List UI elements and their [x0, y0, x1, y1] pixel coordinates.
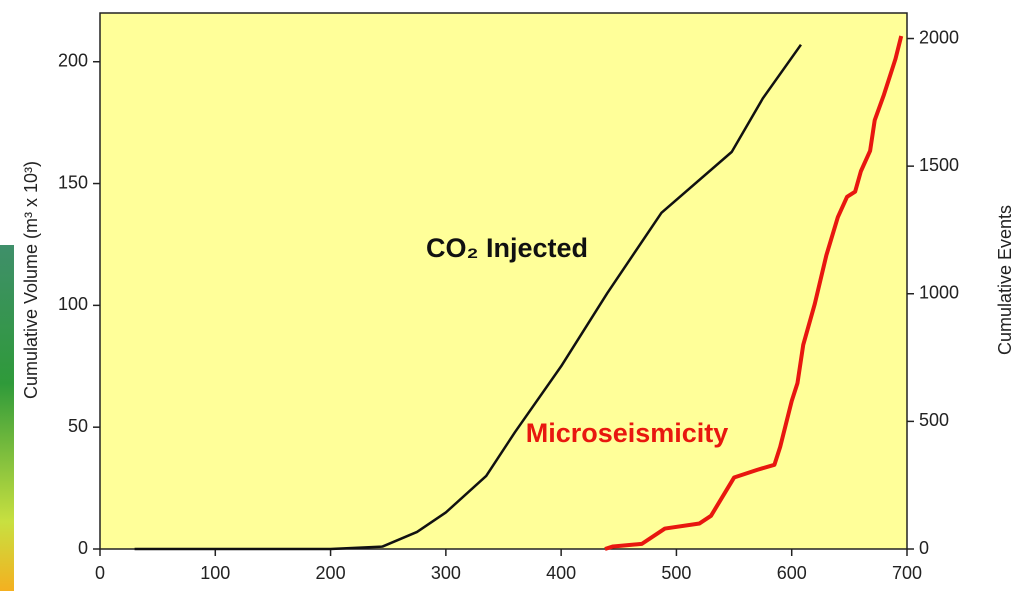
annotation: Microseismicity	[526, 418, 729, 448]
x-tick-label: 200	[316, 563, 346, 583]
x-tick-label: 600	[777, 563, 807, 583]
x-tick-label: 500	[661, 563, 691, 583]
y2-tick-label: 500	[919, 410, 949, 430]
y-tick-label: 50	[68, 416, 88, 436]
y-tick-label: 200	[58, 50, 88, 70]
y2-axis-label: Cumulative Events	[995, 205, 1015, 355]
y-axis-label: Cumulative Volume (m³ x 10³)	[21, 161, 41, 399]
y-tick-label: 150	[58, 172, 88, 192]
y2-tick-label: 0	[919, 538, 929, 558]
line	[134, 43, 802, 551]
x-tick-label: 300	[431, 563, 461, 583]
y-tick-label: 100	[58, 294, 88, 314]
y2-tick-label: 1000	[919, 283, 959, 303]
x-tick-label: 700	[892, 563, 922, 583]
plot-area	[99, 12, 908, 550]
y2-tick-label: 2000	[919, 27, 959, 47]
line	[604, 35, 904, 551]
x-tick-label: 100	[200, 563, 230, 583]
x-tick-label: 0	[95, 563, 105, 583]
y2-tick-label: 1500	[919, 155, 959, 175]
annotation: CO₂ Injected	[426, 233, 588, 263]
y-tick-label: 0	[78, 538, 88, 558]
background-fragment	[0, 245, 14, 591]
x-tick-label: 400	[546, 563, 576, 583]
